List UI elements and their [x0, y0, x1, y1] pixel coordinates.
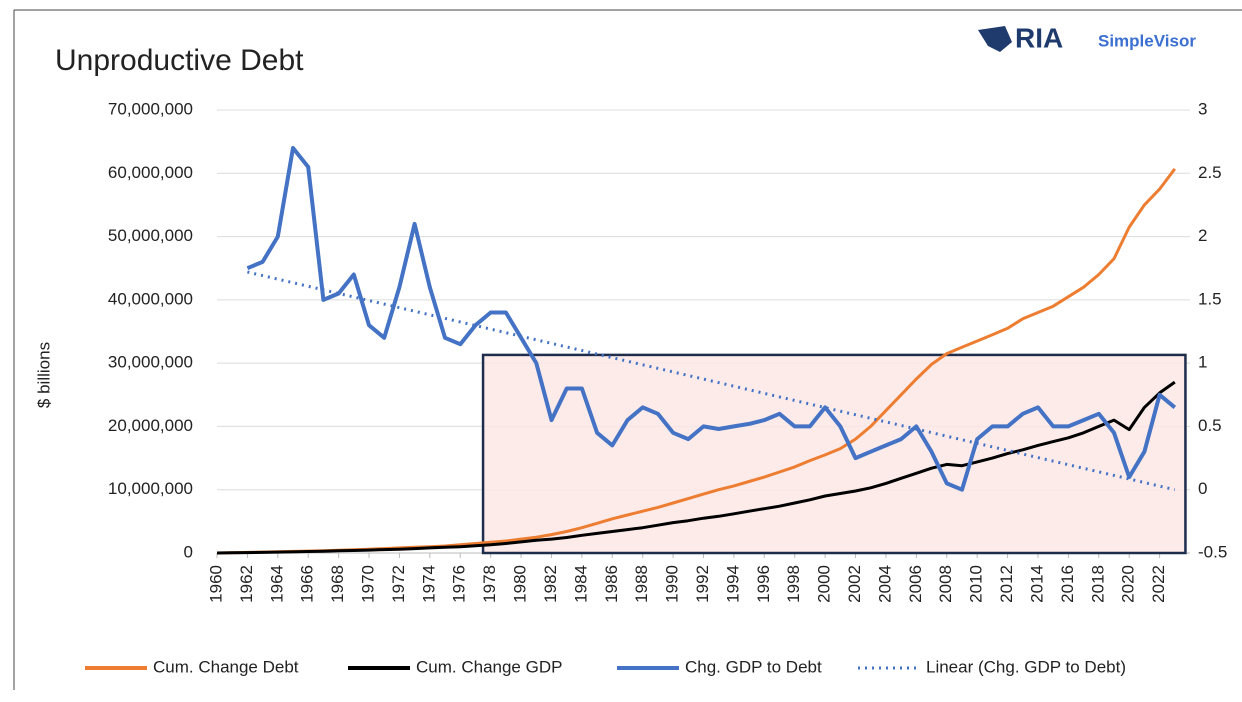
x-tick-label: 2018	[1088, 565, 1107, 603]
y-tick-label: 20,000,000	[108, 416, 193, 435]
x-tick-label: 1980	[511, 565, 530, 603]
x-tick-label: 1978	[480, 565, 499, 603]
highlight-box	[481, 353, 1187, 555]
y2-tick-label: 3	[1198, 99, 1207, 118]
x-tick-label: 1990	[663, 565, 682, 603]
y2-tick-label: 0.5	[1198, 416, 1222, 435]
y-tick-label: 70,000,000	[108, 99, 193, 118]
x-tick-label: 2002	[845, 565, 864, 603]
x-tick-label: 1996	[754, 565, 773, 603]
x-tick-label: 2014	[1027, 565, 1046, 603]
y2-tick-label: 1.5	[1198, 289, 1222, 308]
y-tick-label: 10,000,000	[108, 479, 193, 498]
legend-label: Cum. Change Debt	[153, 657, 299, 676]
y-tick-label: 40,000,000	[108, 289, 193, 308]
x-tick-label: 1962	[237, 565, 256, 603]
y-tick-label: 0	[184, 542, 193, 561]
chart-title: Unproductive Debt	[55, 44, 304, 77]
legend-label: Linear (Chg. GDP to Debt)	[926, 657, 1126, 676]
series-line	[246, 146, 1177, 492]
trend-line	[247, 270, 1176, 492]
y2-tick-label: 2.5	[1198, 163, 1222, 182]
x-tick-label: 1986	[602, 565, 621, 603]
x-tick-label: 1982	[541, 565, 560, 603]
legend-label: Chg. GDP to Debt	[685, 657, 822, 676]
y2-tick-label: 2	[1198, 226, 1207, 245]
x-tick-label: 1966	[298, 565, 317, 603]
x-tick-label: 2016	[1058, 565, 1077, 603]
series-line	[216, 380, 1176, 555]
y-tick-label: 60,000,000	[108, 163, 193, 182]
x-tick-label: 1972	[389, 565, 408, 603]
x-tick-label: 2010	[967, 565, 986, 603]
y-tick-label: 30,000,000	[108, 353, 193, 372]
x-tick-label: 1960	[206, 565, 225, 603]
y2-tick-label: -0.5	[1198, 542, 1227, 561]
logo-name: RIA	[1015, 22, 1063, 53]
x-tick-label: 2000	[815, 565, 834, 603]
y-tick-label: 50,000,000	[108, 226, 193, 245]
y2-tick-label: 1	[1198, 353, 1207, 372]
logo-sub: SimpleVisor	[1098, 31, 1196, 50]
x-tick-label: 2020	[1119, 565, 1138, 603]
x-tick-label: 1988	[632, 565, 651, 603]
x-tick-label: 1994	[723, 565, 742, 603]
x-tick-label: 2012	[997, 565, 1016, 603]
logo-icon	[978, 26, 1012, 52]
x-tick-label: 1964	[267, 565, 286, 603]
y-axis-label: $ billions	[34, 342, 53, 408]
x-tick-label: 1992	[693, 565, 712, 603]
x-tick-label: 2008	[936, 565, 955, 603]
x-tick-label: 2022	[1149, 565, 1168, 603]
x-tick-label: 2004	[875, 565, 894, 603]
x-tick-label: 2006	[906, 565, 925, 603]
x-tick-label: 1968	[328, 565, 347, 603]
x-tick-label: 1970	[359, 565, 378, 603]
legend-label: Cum. Change GDP	[416, 657, 562, 676]
x-tick-label: 1974	[419, 565, 438, 603]
x-tick-label: 1984	[571, 565, 590, 603]
y2-tick-label: 0	[1198, 479, 1207, 498]
x-tick-label: 1976	[450, 565, 469, 603]
x-tick-label: 1998	[784, 565, 803, 603]
